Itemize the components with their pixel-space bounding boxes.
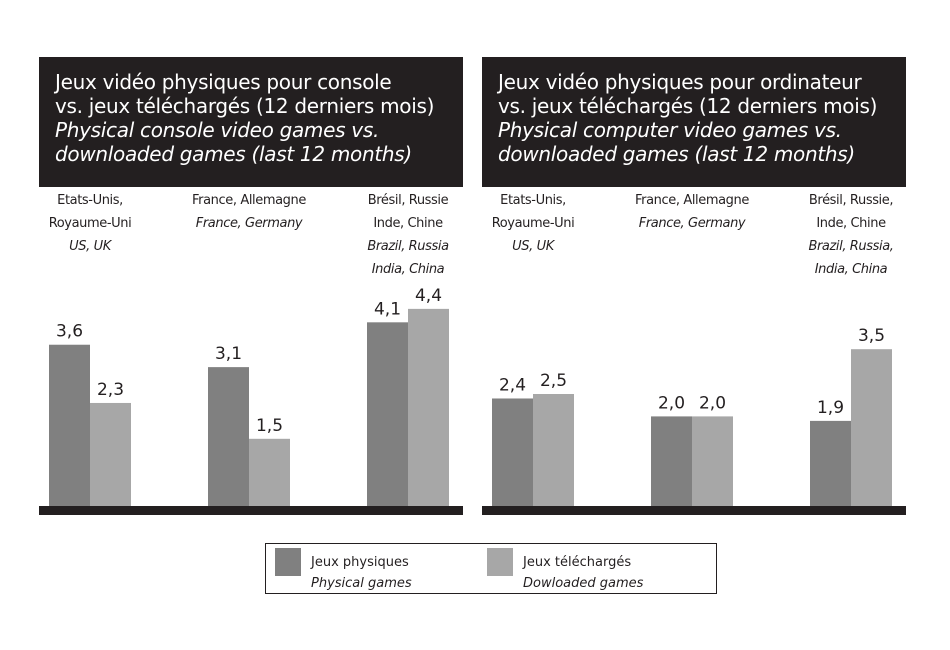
category-label-en: France, Germany	[196, 216, 303, 231]
data-label: 4,1	[374, 299, 401, 319]
bar-downloaded	[533, 394, 574, 506]
data-label: 2,0	[699, 393, 726, 413]
bar-physical	[492, 398, 533, 506]
category-label: France, Allemagne	[635, 193, 749, 208]
x-axis-baseline	[482, 506, 906, 515]
bar-physical	[651, 416, 692, 506]
data-label: 2,0	[658, 393, 685, 413]
legend-swatch-downloaded	[487, 548, 513, 576]
category-label: Inde, Chine	[816, 216, 886, 231]
legend-label-en: Physical games	[311, 576, 412, 591]
bar-downloaded	[851, 349, 892, 506]
chart-panel-console: Jeux vidéo physiques pour console vs. je…	[39, 57, 463, 515]
legend-label-fr: Jeux physiques	[311, 555, 409, 570]
category-label-en: Brazil, Russia	[367, 239, 449, 254]
category-label-en: Brazil, Russia,	[808, 239, 893, 254]
bar-downloaded	[90, 402, 131, 506]
bar-physical	[367, 322, 408, 506]
bar-chart-console: Etats-Unis, Royaume-Uni US, UK France, Alle…	[39, 193, 463, 515]
legend-label-downloaded: Jeux téléchargés Dowloaded games	[523, 552, 643, 594]
chart-subtitle-line: downloaded games (last 12 months)	[498, 142, 855, 166]
chart-subtitle-line: Physical console video games vs.	[55, 118, 380, 142]
category-label: Brésil, Russie,	[809, 193, 893, 208]
chart-title-line: Jeux vidéo physiques pour console	[55, 70, 392, 94]
chart-title-box: Jeux vidéo physiques pour ordinateur vs.…	[482, 57, 906, 187]
category-label-en: US, UK	[69, 239, 113, 254]
data-label: 4,4	[415, 286, 442, 306]
legend-label-physical: Jeux physiques Physical games	[311, 552, 412, 594]
category-label-en: India, China	[815, 262, 888, 277]
data-label: 2,5	[540, 371, 567, 391]
x-axis-baseline	[39, 506, 463, 515]
chart-title-line: vs. jeux téléchargés (12 derniers mois)	[498, 94, 878, 118]
bar-physical	[49, 344, 90, 506]
category-label: Royaume-Uni	[49, 216, 132, 231]
data-label: 1,9	[817, 398, 844, 418]
bar-downloaded	[692, 416, 733, 506]
category-label: France, Allemagne	[192, 193, 306, 208]
category-label-en: US, UK	[512, 239, 556, 254]
category-label: Royaume-Uni	[492, 216, 575, 231]
chart-subtitle-line: Physical computer video games vs.	[498, 118, 842, 142]
category-label: Etats-Unis,	[500, 193, 566, 208]
category-label: Inde, Chine	[373, 216, 443, 231]
chart-title-line: Jeux vidéo physiques pour ordinateur	[498, 70, 862, 94]
bar-physical	[208, 367, 249, 506]
bar-physical	[810, 420, 851, 506]
data-label: 2,4	[499, 375, 526, 395]
category-label-en: France, Germany	[639, 216, 746, 231]
category-label: Etats-Unis,	[57, 193, 123, 208]
bar-chart-computer: Etats-Unis, Royaume-Uni US, UK France, Alle…	[482, 193, 906, 515]
chart-title-box: Jeux vidéo physiques pour console vs. je…	[39, 57, 463, 187]
chart-title-line: vs. jeux téléchargés (12 derniers mois)	[55, 94, 435, 118]
data-label: 3,1	[215, 344, 242, 364]
bar-downloaded	[408, 308, 449, 506]
bar-downloaded	[249, 438, 290, 506]
legend-swatch-physical	[275, 548, 301, 576]
legend-label-fr: Jeux téléchargés	[523, 555, 632, 570]
data-label: 2,3	[97, 380, 124, 400]
chart-panel-computer: Jeux vidéo physiques pour ordinateur vs.…	[482, 57, 906, 515]
chart-legend: Jeux physiques Physical games Jeux téléc…	[265, 543, 717, 594]
data-label: 3,6	[56, 322, 83, 342]
data-label: 3,5	[858, 326, 885, 346]
category-label: Brésil, Russie	[368, 193, 449, 208]
data-label: 1,5	[256, 416, 283, 436]
chart-subtitle-line: downloaded games (last 12 months)	[55, 142, 412, 166]
legend-label-en: Dowloaded games	[523, 576, 644, 591]
category-label-en: India, China	[372, 262, 445, 277]
